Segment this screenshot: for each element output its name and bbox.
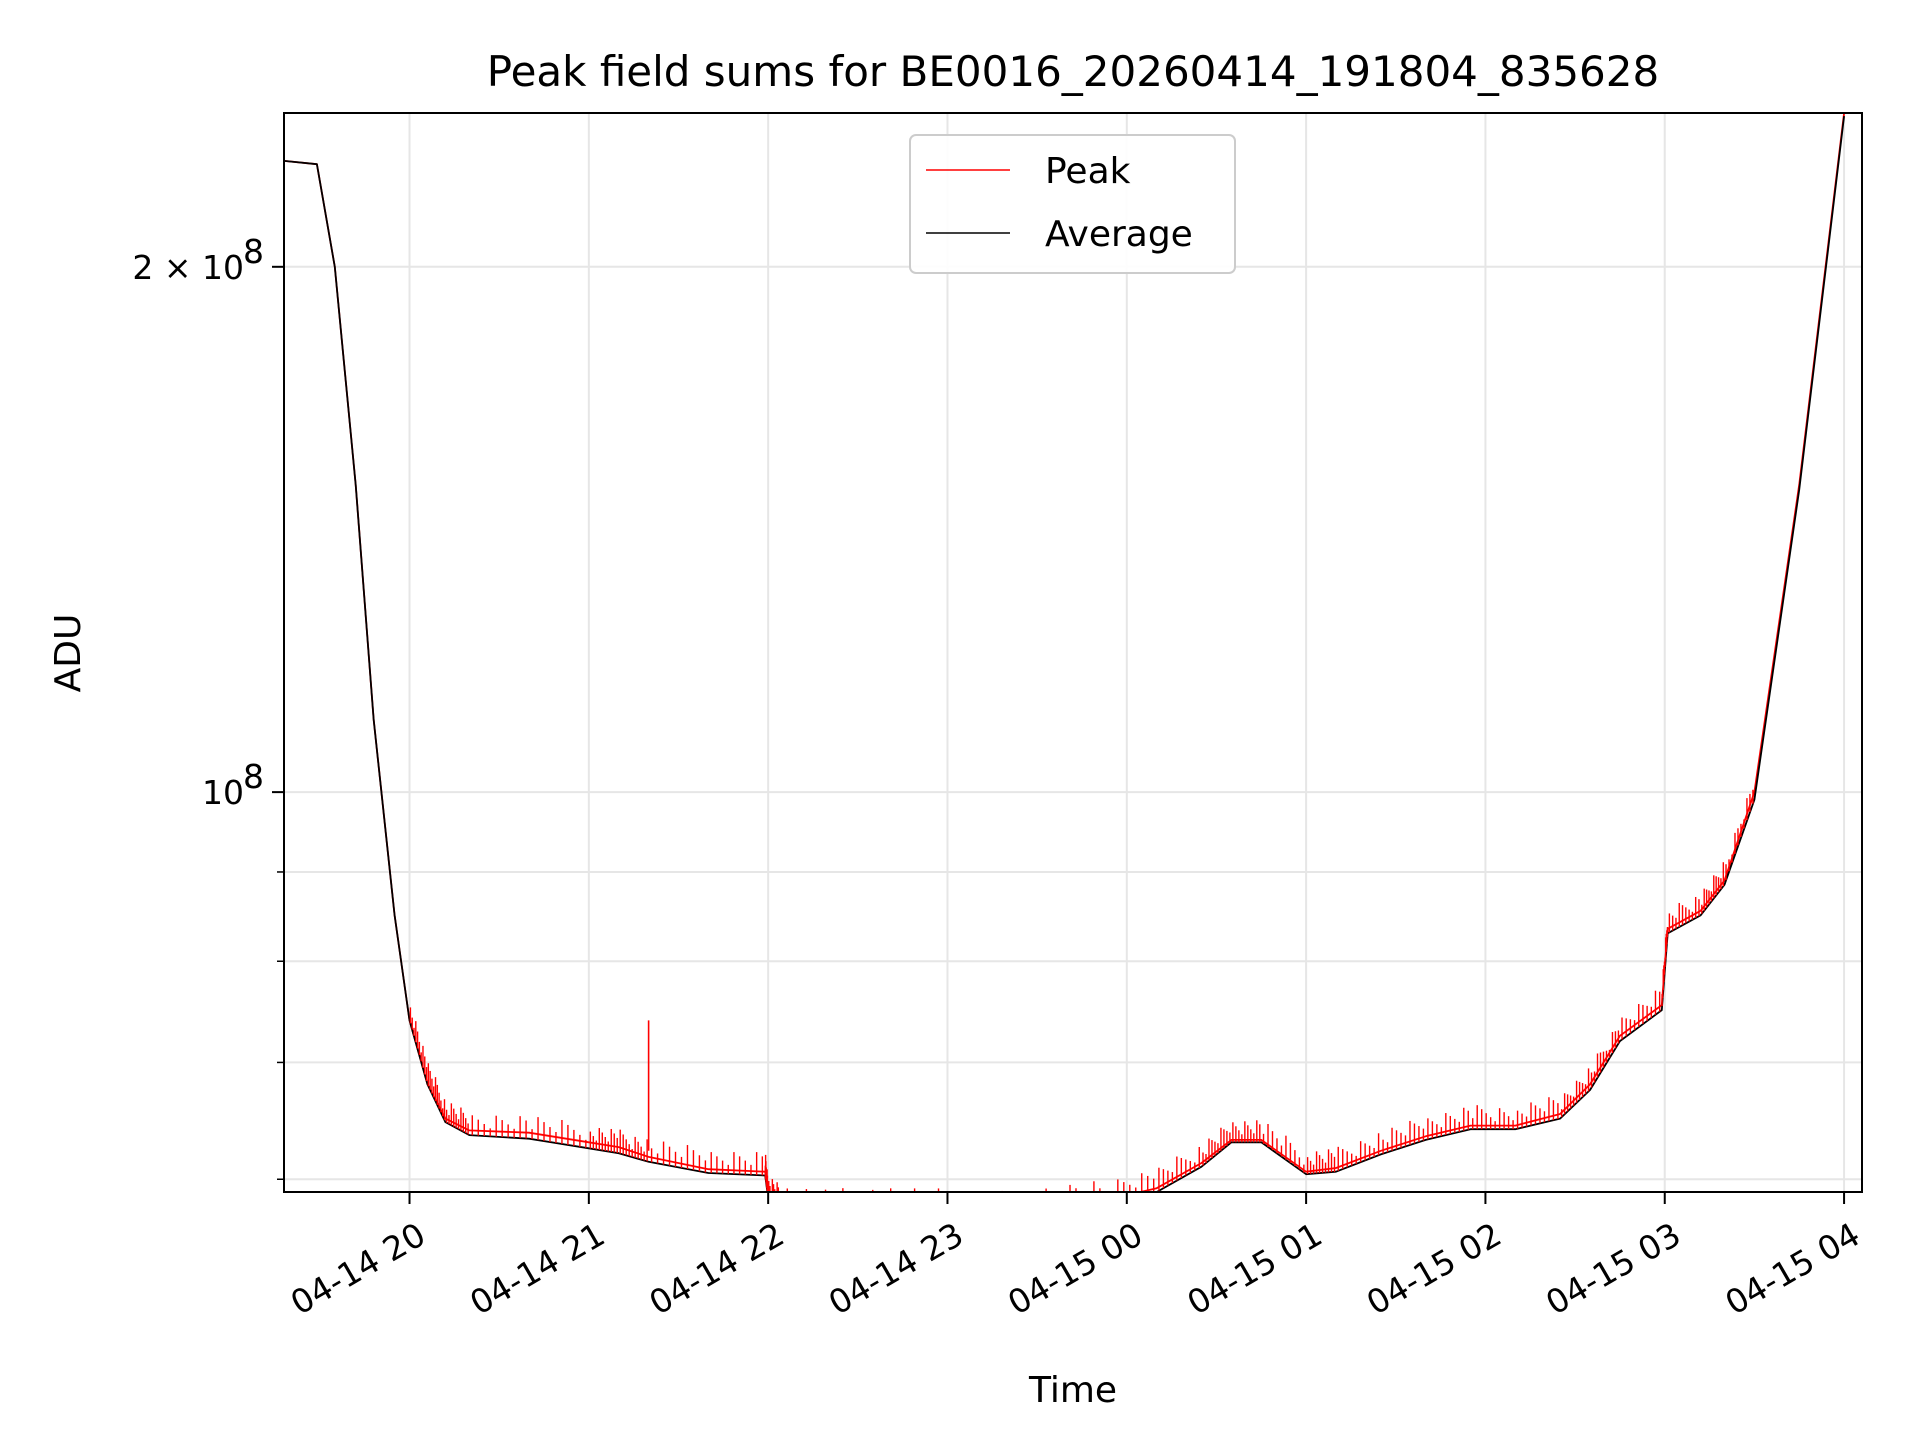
x-tick-label: 04-14 20: [284, 1215, 432, 1323]
chart-title: Peak field sums for BE0016_20260414_1918…: [487, 47, 1659, 96]
x-tick-label: 04-14 23: [822, 1215, 970, 1323]
x-tick-label: 04-15 01: [1181, 1215, 1329, 1323]
series-line-peak: [284, 113, 1845, 1192]
plot-lines: [284, 113, 1845, 1192]
peak-spike-marks: [409, 789, 1754, 1192]
x-tick-label: 04-14 21: [463, 1215, 611, 1323]
x-tick-label: 04-15 02: [1360, 1215, 1508, 1323]
y-tick-exponent: 8: [243, 757, 264, 796]
grid-lines: [284, 113, 1862, 1192]
legend-label-peak: Peak: [1045, 151, 1131, 192]
series-line-average: [284, 115, 1845, 1192]
x-tick-label: 04-15 04: [1718, 1215, 1866, 1323]
x-tick-label: 04-15 03: [1539, 1215, 1687, 1323]
legend: Peak Average: [909, 134, 1236, 274]
x-axis-ticks: 04-14 20 04-14 21 04-14 22 04-14 23 04-15 00…: [284, 1192, 1866, 1323]
x-tick-label: 04-14 22: [643, 1215, 791, 1323]
axes-frame: [283, 112, 1863, 1193]
y-tick-exponent: 8: [243, 232, 264, 271]
x-tick-label: 04-15 00: [1001, 1215, 1149, 1323]
legend-label-average: Average: [1045, 214, 1193, 255]
y-tick-label: 10: [202, 773, 244, 812]
y-tick-label: 2 × 10: [132, 248, 244, 287]
y-axis-ticks: 10 82 × 10 8: [132, 232, 284, 1181]
x-axis-label: Time: [1028, 1370, 1117, 1411]
y-axis-label: ADU: [48, 614, 89, 693]
